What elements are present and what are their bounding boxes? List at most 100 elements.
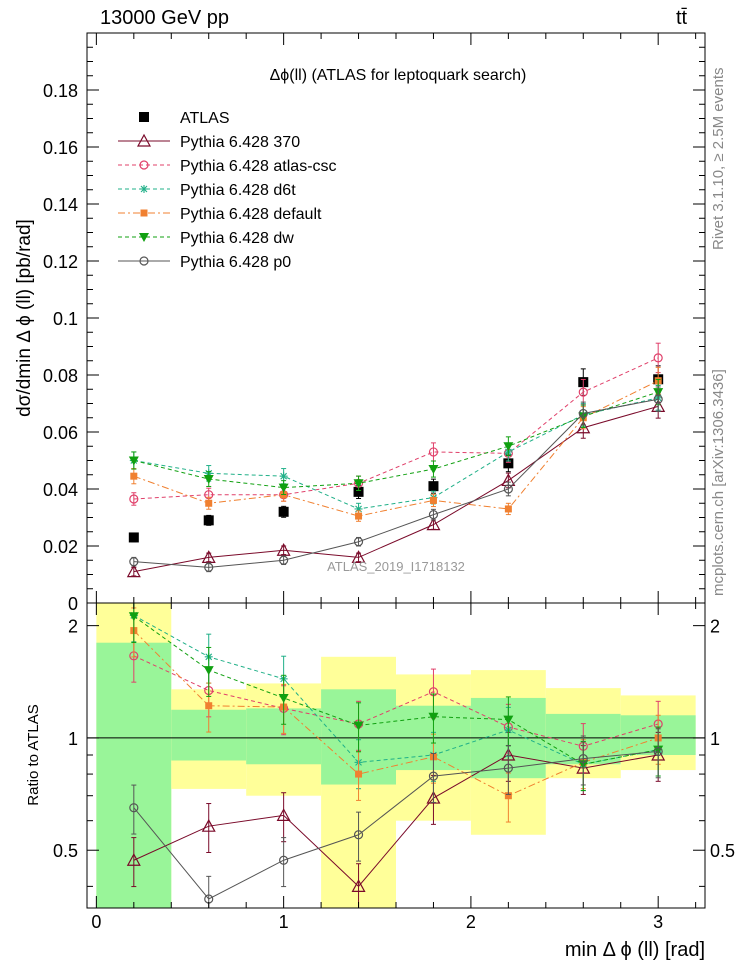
ratio-point: [201, 818, 216, 832]
ratio-point: [578, 754, 588, 764]
data-point: [129, 494, 139, 504]
ratio-point: [126, 852, 141, 866]
data-point: [126, 564, 141, 578]
legend-item-pythia-6-428-atlas-csc: Pythia 6.428 atlas-csc: [118, 158, 337, 175]
chart-title: Δϕ(ll) (ATLAS for leptoquark search): [270, 67, 527, 84]
data-point: [351, 550, 366, 564]
ratio-y-axis-label: Ratio to ATLAS: [25, 704, 42, 805]
data-point: [428, 481, 439, 492]
data-point: [353, 537, 364, 547]
legend-marker: [139, 233, 149, 242]
data-point: [276, 543, 291, 556]
axes: 0 1 2 3 0 0.02 0.04 0.06 0.08 0.1 0.12 0.14 0.16 0.18…: [43, 32, 735, 932]
legend-item-pythia-6-428-dw: Pythia 6.428 dw: [118, 230, 294, 247]
ratio-y-tick-label-right: 2: [710, 617, 720, 637]
x-tick-label: 1: [279, 912, 289, 932]
y-tick-label: 0.1: [53, 309, 78, 329]
data-point: [504, 505, 512, 513]
data-point: [429, 496, 437, 504]
x-axis-label: min Δ ϕ (ll) [rad]: [565, 939, 705, 961]
legend-marker: [136, 133, 152, 147]
ratio-line: [133, 754, 659, 888]
data-point: [279, 555, 289, 565]
header-process-label: tt̄: [676, 7, 688, 29]
ratio-line: [133, 750, 659, 900]
ratio-y-tick-label-right: 0.5: [710, 841, 735, 861]
ratio-line: [133, 615, 659, 765]
ratio-line: [133, 630, 659, 797]
y-tick-label: 0.16: [43, 138, 78, 158]
ratio-point: [128, 612, 139, 622]
data-point: [203, 475, 214, 485]
series-pythia-6-428-dw: [128, 378, 664, 496]
data-point: [201, 550, 216, 564]
legend: ATLAS Pythia 6.428 370 Pythia 6.428 atlas-…: [118, 110, 337, 271]
ratio-point: [205, 702, 213, 710]
data-point: [205, 499, 213, 507]
header-energy-label: 13000 GeV pp: [100, 7, 229, 29]
ratio-point: [428, 712, 439, 722]
ratio-series-pythia-6-428-p0: [129, 728, 663, 909]
data-point: [128, 456, 139, 466]
ratio-panel-series: [126, 602, 666, 909]
data-point: [426, 517, 441, 531]
y-tick-label: 0.06: [43, 423, 78, 443]
data-point: [129, 557, 139, 567]
x-tick-label: 2: [466, 912, 476, 932]
x-tick-label: 3: [653, 912, 663, 932]
legend-label: Pythia 6.428 dw: [180, 230, 294, 247]
ratio-point: [276, 808, 291, 821]
ratio-point: [353, 721, 364, 731]
ratio-point: [279, 855, 289, 865]
ratio-point: [504, 792, 512, 800]
main-y-axis-label: dσ/dmin Δ ϕ (ll) [pb/rad]: [14, 219, 35, 417]
legend-marker: [139, 112, 149, 122]
series-line: [133, 357, 659, 500]
data-point: [353, 479, 364, 489]
data-point: [278, 506, 289, 517]
y-tick-label: 0.14: [43, 195, 78, 215]
data-point: [279, 472, 288, 481]
ratio-line: [133, 615, 659, 765]
y-tick-label: 0.04: [43, 480, 78, 500]
data-point: [503, 484, 513, 494]
legend-label: Pythia 6.428 atlas-csc: [180, 158, 337, 175]
series-pythia-6-428-p0: [129, 386, 663, 573]
main-panel-series: [126, 342, 666, 578]
legend-marker: [140, 209, 148, 217]
legend-marker: [139, 160, 149, 170]
y-tick-label: 0.18: [43, 81, 78, 101]
data-point: [203, 515, 214, 526]
series-line: [133, 391, 659, 489]
y-tick-label: 0.02: [43, 537, 78, 557]
ratio-y-tick-label: 0.5: [53, 841, 78, 861]
data-point: [130, 472, 138, 480]
y-tick-label: 0.12: [43, 252, 78, 272]
legend-item-pythia-6-428-default: Pythia 6.428 default: [118, 206, 322, 223]
ratio-y-tick-label: 2: [68, 617, 78, 637]
ratio-point: [129, 803, 139, 813]
data-point: [128, 532, 139, 543]
ratio-point: [426, 790, 441, 804]
data-point: [278, 483, 289, 493]
ratio-point: [203, 666, 214, 676]
ratio-point: [503, 763, 513, 773]
ratio-point: [351, 879, 366, 892]
data-point: [578, 408, 588, 419]
legend-item-atlas: ATLAS: [139, 110, 230, 127]
series-line: [133, 398, 659, 568]
legend-marker: [140, 185, 148, 193]
ratio-point: [653, 746, 663, 757]
y-tick-label: 0.08: [43, 366, 78, 386]
data-point: [576, 420, 591, 434]
ratio-y-tick-label-right: 1: [710, 729, 720, 749]
series-line: [133, 405, 659, 573]
ratio-point: [503, 715, 514, 725]
legend-item-pythia-6-428-d6t: Pythia 6.428 d6t: [118, 182, 296, 199]
legend-label: ATLAS: [180, 110, 230, 127]
ratio-uncertainty-bands: [96, 603, 696, 908]
data-point: [503, 442, 514, 452]
ratio-line: [133, 655, 659, 747]
legend-label: Pythia 6.428 p0: [180, 254, 291, 271]
